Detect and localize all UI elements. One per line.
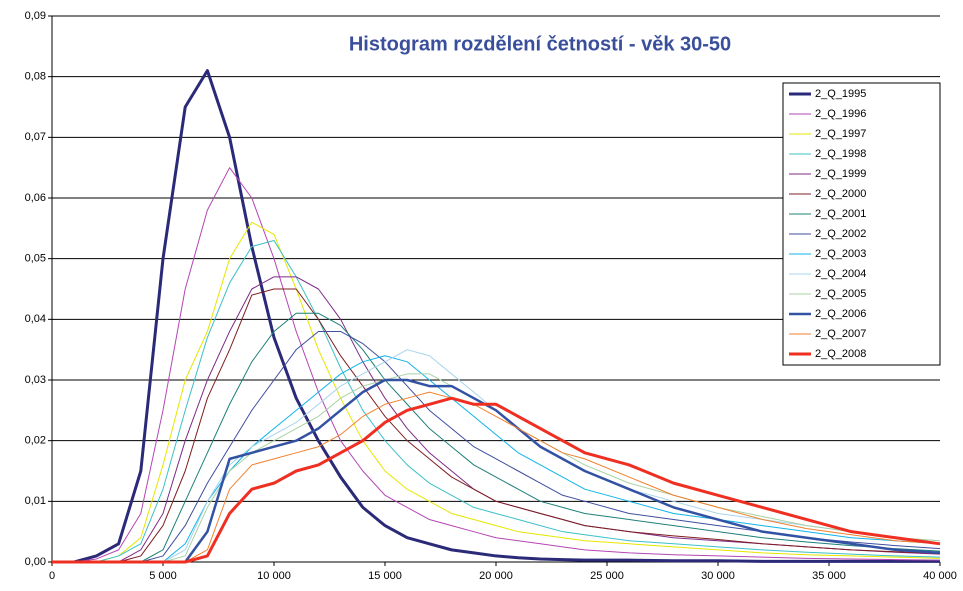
x-tick-label: 0 [49, 570, 55, 582]
legend-label: 2_Q_2001 [815, 208, 866, 220]
y-tick-label: 0,08 [25, 71, 46, 83]
series-line [52, 221, 941, 563]
legend-label: 2_Q_2002 [815, 228, 866, 240]
series-line [52, 373, 941, 563]
y-tick-label: 0,06 [25, 192, 46, 204]
y-tick-label: 0,04 [25, 313, 46, 325]
y-tick-label: 0,03 [25, 374, 46, 386]
x-tick-label: 20 000 [479, 570, 513, 582]
legend-label: 2_Q_2003 [815, 248, 866, 260]
series-line [52, 349, 941, 563]
x-tick-label: 30 000 [701, 570, 735, 582]
series-line [52, 330, 941, 563]
legend-label: 2_Q_2004 [815, 268, 866, 280]
y-tick-label: 0,01 [25, 495, 46, 507]
x-tick-label: 15 000 [368, 570, 402, 582]
x-tick-label: 10 000 [257, 570, 291, 582]
series-line [52, 239, 941, 563]
series-line [52, 355, 941, 563]
series-line [52, 167, 941, 563]
series-line [52, 312, 941, 563]
series-line [52, 69, 940, 564]
series-line [52, 276, 941, 563]
legend-label: 2_Q_2008 [815, 348, 866, 360]
legend-label: 2_Q_1999 [815, 168, 866, 180]
series-line [52, 396, 941, 564]
legend-label: 2_Q_2007 [815, 328, 866, 340]
legend-label: 2_Q_1997 [815, 128, 866, 140]
legend-label: 2_Q_1995 [815, 88, 866, 100]
x-tick-label: 40 000 [923, 570, 957, 582]
x-tick-label: 5 000 [149, 570, 177, 582]
y-tick-label: 0,02 [25, 435, 46, 447]
legend: 2_Q_1995 2_Q_1996 2_Q_1997 2_Q_1998 2_Q_1999… [782, 82, 941, 366]
legend-label: 2_Q_1998 [815, 148, 866, 160]
chart-title: Histogram rozdělení četností - věk 30-50 [349, 33, 731, 55]
legend-label: 2_Q_2005 [815, 288, 866, 300]
y-tick-label: 0,05 [25, 253, 46, 265]
legend-label: 2_Q_1996 [815, 108, 866, 120]
legend-label: 2_Q_2000 [815, 188, 866, 200]
y-tick-label: 0,00 [25, 556, 46, 568]
legend-box [782, 82, 941, 366]
legend-label: 2_Q_2006 [815, 308, 866, 320]
y-tick-label: 0,09 [25, 10, 46, 22]
x-tick-label: 25 000 [590, 570, 624, 582]
x-tick-label: 35 000 [812, 570, 846, 582]
series-line [52, 288, 941, 563]
y-tick-label: 0,07 [25, 131, 46, 143]
